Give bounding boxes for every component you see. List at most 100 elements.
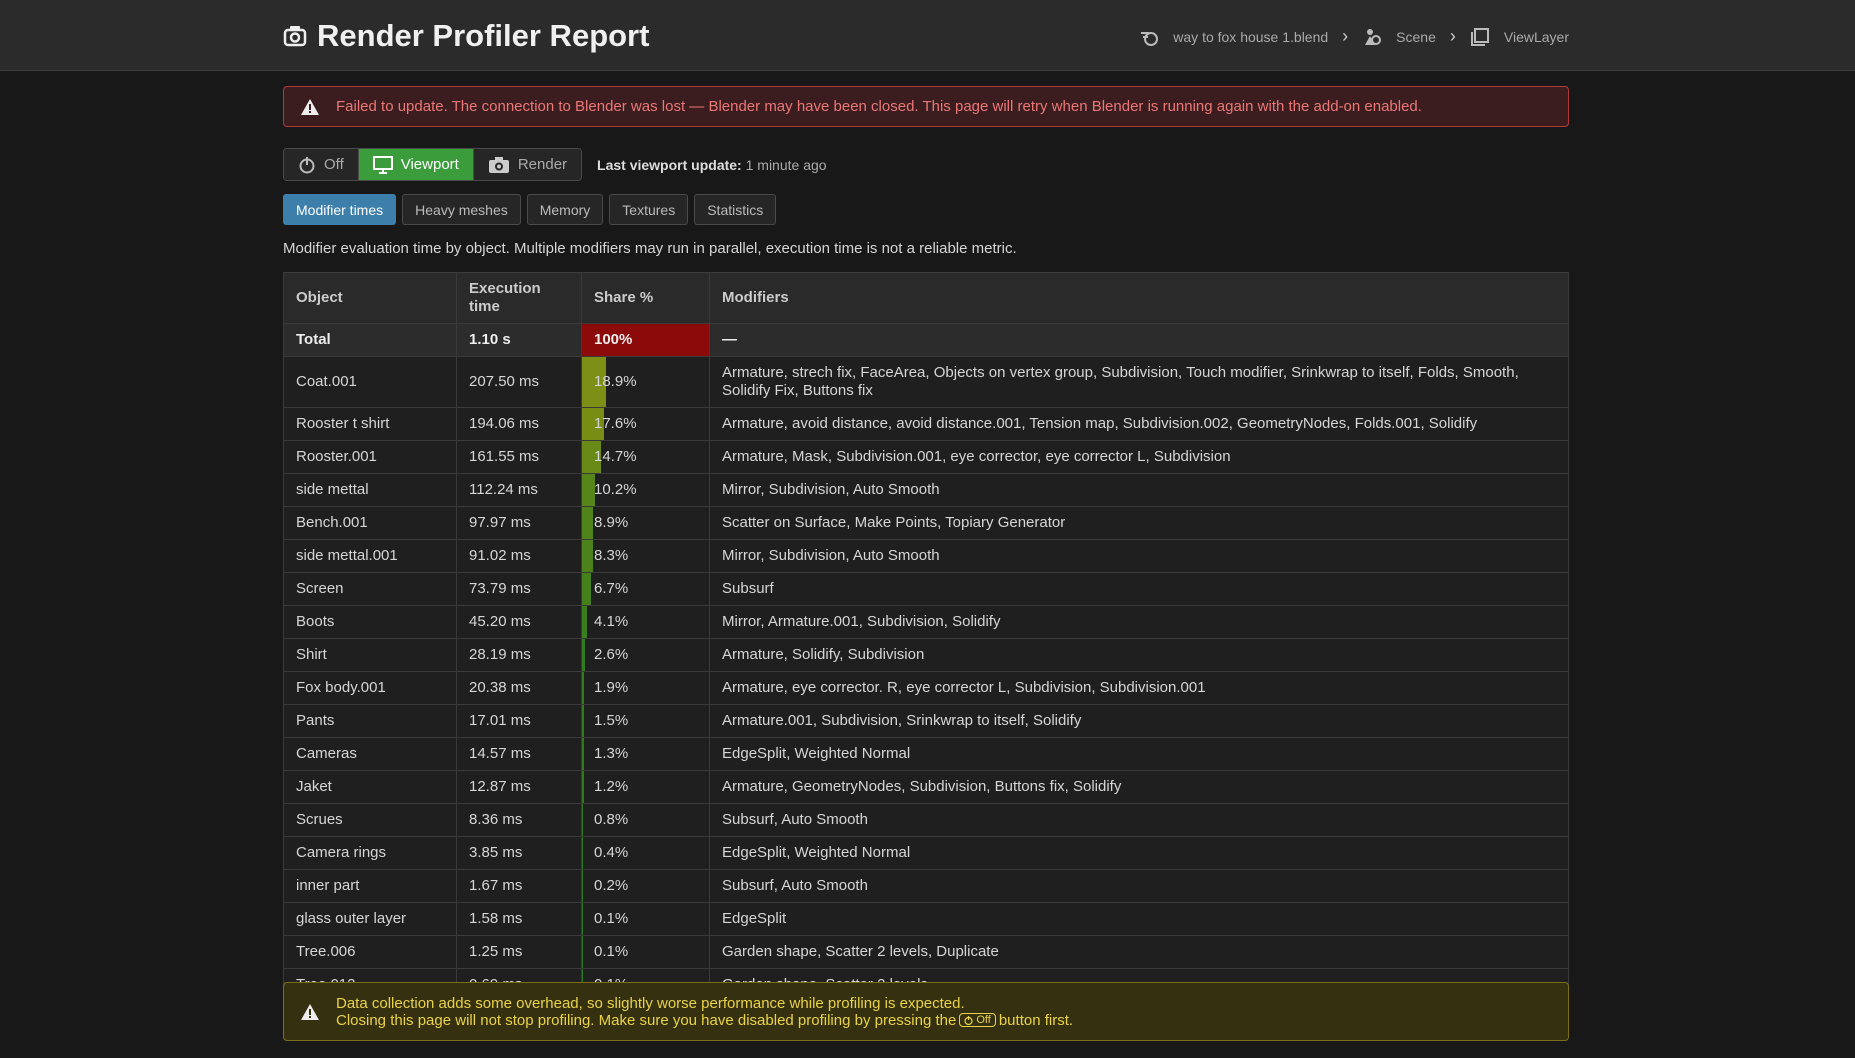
time-cell: 207.50 ms	[456, 356, 582, 408]
share-cell: 8.3%	[581, 539, 710, 573]
last-update: Last viewport update: 1 minute ago	[597, 157, 827, 173]
time-cell: 1.67 ms	[456, 869, 582, 903]
share-cell: 10.2%	[581, 473, 710, 507]
modifiers-cell: Armature, Mask, Subdivision.001, eye cor…	[709, 440, 1569, 474]
power-icon	[964, 1015, 973, 1025]
column-header: Object	[283, 272, 457, 324]
share-cell: 6.7%	[581, 572, 710, 606]
modifiers-cell: Mirror, Subdivision, Auto Smooth	[709, 539, 1569, 573]
tab[interactable]: Modifier times	[283, 194, 397, 225]
table-row: Jaket 12.87 ms 1.2% Armature, GeometryNodes…	[283, 770, 1569, 804]
notice-text-part: button first.	[998, 1011, 1074, 1029]
share-cell: 14.7%	[581, 440, 710, 474]
share-cell: 1.2%	[581, 770, 710, 804]
file-icon	[1141, 31, 1159, 46]
modifiers-cell: Subsurf, Auto Smooth	[709, 869, 1569, 903]
table-row: Coat.001 207.50 ms 18.9% Armature, strech f…	[283, 356, 1569, 408]
object-cell: Scrues	[283, 803, 457, 837]
mode-label: Render	[517, 156, 568, 173]
time-cell: 161.55 ms	[456, 440, 582, 474]
time-cell: 1.10 s	[456, 323, 582, 357]
share-bar	[582, 606, 588, 638]
monitor-icon	[372, 155, 393, 174]
share-cell: 0.1%	[581, 935, 710, 969]
tab[interactable]: Heavy meshes	[402, 194, 521, 225]
share-bar	[582, 474, 595, 506]
mode-button[interactable]: Render	[473, 149, 582, 180]
share-label: 0.2%	[594, 877, 629, 894]
time-cell: 14.57 ms	[456, 737, 582, 771]
mode-button[interactable]: Off	[284, 149, 359, 180]
share-cell: 1.5%	[581, 704, 710, 738]
table-row: Pants 17.01 ms 1.5% Armature.001, Subdivisi…	[283, 704, 1569, 738]
breadcrumb: way to fox house 1.blend › Scene › ViewL…	[1139, 26, 1569, 47]
time-cell: 97.97 ms	[456, 506, 582, 540]
last-update-label: Last viewport update:	[597, 156, 742, 173]
column-header: Modifiers	[709, 272, 1569, 324]
mode-button[interactable]: Viewport	[358, 149, 474, 180]
share-label: 1.5%	[594, 712, 629, 729]
modifiers-cell: Garden shape, Scatter 2 levels, Duplicat…	[709, 935, 1569, 969]
crumb[interactable]: way to fox house 1.blend	[1173, 28, 1329, 45]
share-label: 0.1%	[594, 910, 629, 927]
object-cell: Pants	[283, 704, 457, 738]
share-bar	[582, 441, 601, 473]
share-label: 0.1%	[594, 943, 629, 960]
table-row: glass outer layer 1.58 ms 0.1% EdgeSplit	[283, 902, 1569, 936]
modifiers-cell: Scatter on Surface, Make Points, Topiary…	[709, 506, 1569, 540]
table-row: Fox body.001 20.38 ms 1.9% Armature, eye co…	[283, 671, 1569, 705]
alert-text: Failed to update. The connection to Blen…	[336, 98, 1422, 115]
tab[interactable]: Statistics	[694, 194, 777, 225]
table-row: Tree.006 1.25 ms 0.1% Garden shape, Scatter…	[283, 935, 1569, 969]
warning-icon	[301, 98, 319, 115]
share-label: 14.7%	[594, 448, 637, 465]
share-label: 10.2%	[594, 481, 637, 498]
object-cell: Shirt	[283, 638, 457, 672]
object-cell: Camera rings	[283, 836, 457, 870]
table-row: Rooster t shirt 194.06 ms 17.6% Armature, a…	[283, 407, 1569, 441]
modifiers-cell: Mirror, Subdivision, Auto Smooth	[709, 473, 1569, 507]
table-row: Screen 73.79 ms 6.7% Subsurf	[283, 572, 1569, 606]
time-cell: 3.85 ms	[456, 836, 582, 870]
notice-line: Closing this page will not stop profilin…	[336, 1012, 1073, 1029]
share-bar	[582, 771, 584, 803]
time-cell: 73.79 ms	[456, 572, 582, 606]
mode-label: Viewport	[400, 156, 459, 173]
tab[interactable]: Textures	[609, 194, 689, 225]
share-cell: 1.9%	[581, 671, 710, 705]
table-row: Rooster.001 161.55 ms 14.7% Armature, Mask,…	[283, 440, 1569, 474]
power-icon	[299, 156, 315, 173]
modifiers-cell: Armature.001, Subdivision, Srinkwrap to …	[709, 704, 1569, 738]
object-cell: Boots	[283, 605, 457, 639]
separator: ›	[1342, 26, 1349, 46]
separator: ›	[1449, 26, 1456, 46]
crumb[interactable]: ViewLayer	[1503, 28, 1569, 45]
table-row: Scrues 8.36 ms 0.8% Subsurf, Auto Smooth	[283, 803, 1569, 837]
tab[interactable]: Memory	[526, 194, 604, 225]
table-row: inner part 1.67 ms 0.2% Subsurf, Auto Smoot…	[283, 869, 1569, 903]
object-cell: Tree.006	[283, 935, 457, 969]
table-row: side mettal 112.24 ms 10.2% Mirror, Subdivi…	[283, 473, 1569, 507]
object-cell: inner part	[283, 869, 457, 903]
table-row: Boots 45.20 ms 4.1% Mirror, Armature.001, S…	[283, 605, 1569, 639]
description: Modifier evaluation time by object. Mult…	[283, 240, 1017, 257]
column-header: Share %	[581, 272, 710, 324]
time-cell: 8.36 ms	[456, 803, 582, 837]
modifiers-cell: Armature, eye corrector. R, eye correcto…	[709, 671, 1569, 705]
object-cell: Jaket	[283, 770, 457, 804]
object-cell: Rooster t shirt	[283, 407, 457, 441]
badge-label: Off	[976, 1014, 991, 1026]
object-cell: Cameras	[283, 737, 457, 771]
object-cell: Screen	[283, 572, 457, 606]
share-label: 100%	[594, 331, 633, 348]
share-cell: 0.4%	[581, 836, 710, 870]
notice-line: Data collection adds some overhead, so s…	[336, 994, 965, 1012]
table-row: Bench.001 97.97 ms 8.9% Scatter on Surface,…	[283, 506, 1569, 540]
share-label: 0.4%	[594, 844, 629, 861]
crumb[interactable]: Scene	[1396, 28, 1436, 45]
column-header: Execution time	[456, 272, 582, 324]
share-label: 17.6%	[594, 415, 637, 432]
share-bar	[582, 804, 584, 836]
share-cell: 0.2%	[581, 869, 710, 903]
